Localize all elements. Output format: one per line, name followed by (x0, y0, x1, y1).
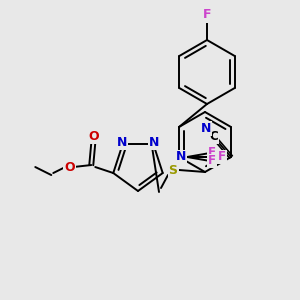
Text: N: N (149, 136, 160, 149)
Text: F: F (208, 146, 216, 160)
Text: N: N (201, 122, 211, 135)
Text: O: O (88, 130, 99, 142)
Text: N: N (176, 151, 186, 164)
Text: N: N (116, 136, 127, 149)
Text: S: S (169, 164, 178, 176)
Text: F: F (218, 151, 226, 164)
Text: O: O (64, 160, 75, 173)
Text: F: F (203, 8, 211, 22)
Text: F: F (208, 154, 216, 167)
Text: C: C (209, 130, 218, 143)
